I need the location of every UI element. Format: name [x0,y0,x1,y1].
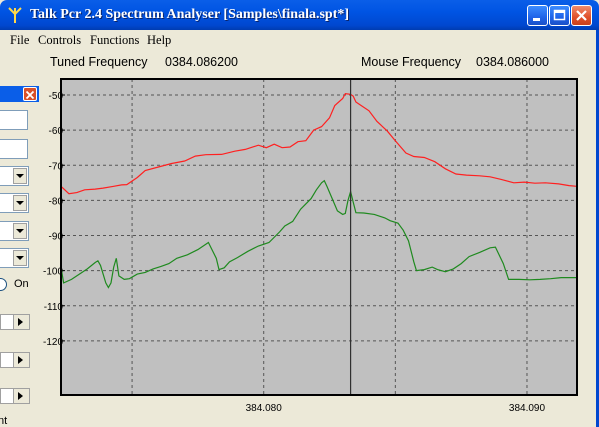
dropdown-arrow-button[interactable] [13,223,27,239]
menu-functions[interactable]: Functions [90,33,140,47]
menu-help[interactable]: Help [147,33,172,47]
minimize-button[interactable] [527,5,548,26]
chevron-down-icon [16,256,24,260]
maximize-button[interactable] [549,5,570,26]
y-tick-label: -90 [49,232,64,243]
menu-controls[interactable]: Controls [38,33,82,47]
close-icon [576,10,587,21]
close-button[interactable] [571,5,592,26]
series-line-2 [60,179,577,289]
y-tick-label: -70 [49,161,64,172]
window-title: Talk Pcr 2.4 Spectrum Analyser [Samples\… [30,7,350,22]
maximize-icon [553,9,566,21]
x-tick-label: 384.080 [246,403,283,414]
chevron-down-icon [16,174,24,178]
side-panel-partial-text: nt [0,415,8,427]
window-right-border [596,30,599,427]
dropdown-arrow-button[interactable] [13,250,27,266]
side-scrollbar-3[interactable] [0,388,30,404]
side-panel-titlebar [0,86,39,102]
close-icon [25,90,35,100]
side-dropdown-3[interactable] [0,221,29,241]
y-tick-label: -50 [49,91,64,102]
scroll-right-button[interactable] [13,315,29,329]
y-tick-label: -100 [43,267,63,278]
dropdown-arrow-button[interactable] [13,168,27,184]
plot-background [61,79,577,395]
side-dropdown-1[interactable] [0,166,29,186]
on-radio-label: On [14,278,29,290]
mouse-frequency-label: Mouse Frequency [361,55,462,69]
side-scrollbar-2[interactable] [0,352,30,368]
series-line-1 [60,92,578,195]
dropdown-arrow-button[interactable] [13,195,27,211]
chevron-down-icon [16,229,24,233]
mouse-frequency-value: 0384.086000 [476,55,549,69]
minimize-icon [533,18,540,21]
menu-file[interactable]: File [10,33,30,47]
y-tick-label: -80 [49,196,64,207]
arrow-right-icon [18,392,23,400]
title-bar[interactable]: Talk Pcr 2.4 Spectrum Analyser [Samples\… [0,0,599,30]
scroll-right-button[interactable] [13,389,29,403]
side-control-panel [0,86,39,427]
scroll-right-button[interactable] [13,353,29,367]
side-scrollbar-1[interactable] [0,314,30,330]
plot-border [60,78,578,396]
chevron-down-icon [16,201,24,205]
app-antenna-icon [8,7,22,23]
tuned-frequency-value: 0384.086200 [165,55,238,69]
y-tick-label: -120 [43,337,63,348]
side-dropdown-2[interactable] [0,193,29,213]
arrow-right-icon [18,318,23,326]
side-panel-close-button[interactable] [23,87,37,101]
arrow-right-icon [18,356,23,364]
y-tick-label: -60 [49,126,64,137]
x-tick-label: 384.090 [509,403,546,414]
menu-bar: File Controls Functions Help [0,30,599,50]
side-dropdown-4[interactable] [0,248,29,268]
side-text-field-1[interactable] [0,110,28,130]
tuned-frequency-label: Tuned Frequency [50,55,148,69]
side-text-field-2[interactable] [0,139,28,159]
y-tick-label: -110 [44,302,64,313]
